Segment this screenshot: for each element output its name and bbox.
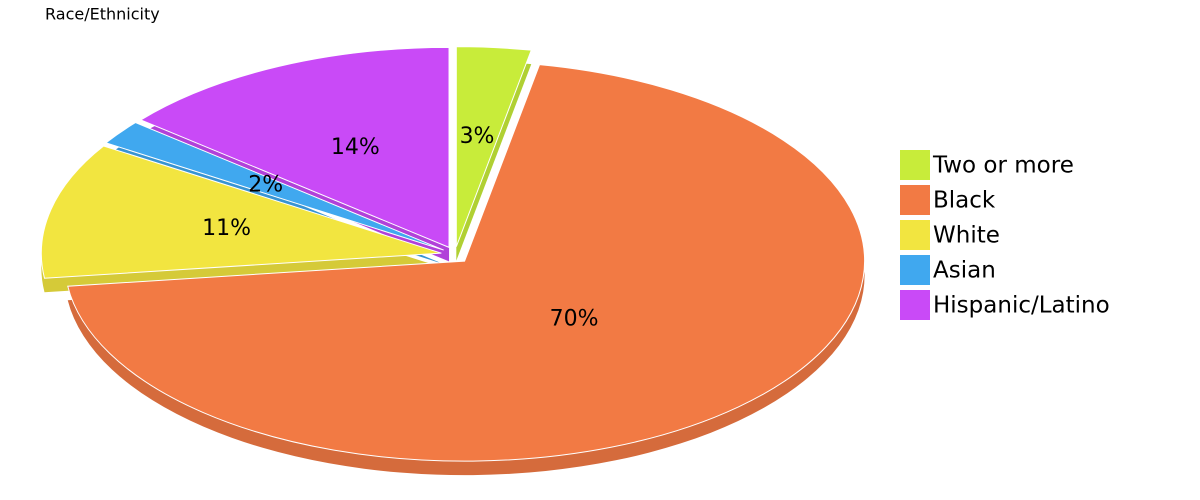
value-label: 3% — [460, 124, 495, 149]
legend-label: Two or more — [932, 153, 1074, 179]
legend-swatch — [900, 185, 930, 215]
legend-swatch — [900, 150, 930, 180]
legend-label: Asian — [933, 258, 996, 284]
legend-swatch — [900, 255, 930, 285]
legend-label: Hispanic/Latino — [933, 293, 1110, 319]
value-label: 14% — [331, 135, 380, 160]
chart-title: Race/Ethnicity — [45, 5, 160, 24]
slice — [104, 122, 444, 251]
legend-swatch — [900, 290, 930, 320]
legend-label: White — [933, 223, 1000, 249]
legend-swatch — [900, 220, 930, 250]
legend-label: Black — [933, 188, 996, 214]
value-label: 11% — [202, 216, 251, 241]
slice — [139, 46, 450, 249]
value-label: 70% — [550, 306, 599, 331]
slice — [67, 64, 866, 462]
slice — [40, 145, 442, 279]
value-label: 2% — [248, 172, 283, 197]
slice — [455, 46, 532, 247]
